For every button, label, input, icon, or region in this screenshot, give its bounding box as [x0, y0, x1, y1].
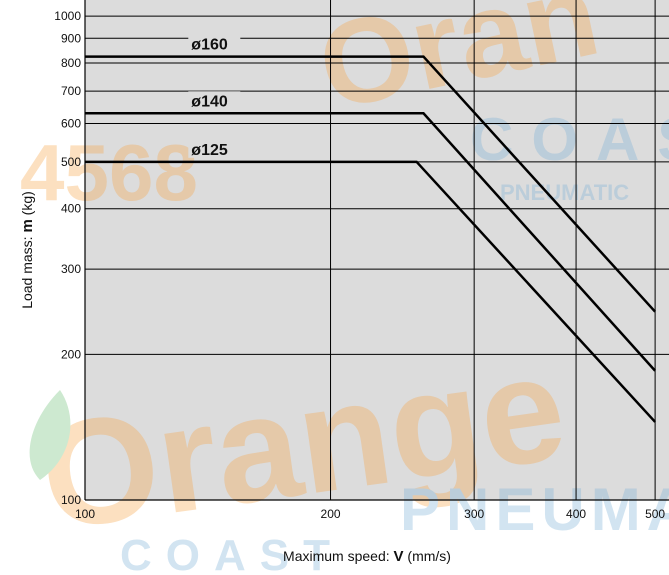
y-axis-title-unit: (kg) [19, 191, 35, 219]
y-tick-label-200: 200 [61, 347, 81, 361]
y-tick-label-300: 300 [61, 262, 81, 276]
y-tick-label-1000: 1000 [54, 9, 81, 23]
y-axis-title-prefix: Load mass: [19, 233, 35, 309]
y-tick-label-500: 500 [61, 155, 81, 169]
x-tick-label-400: 400 [566, 507, 586, 521]
watermark-leaf [29, 390, 71, 480]
y-tick-label-100: 100 [61, 493, 81, 507]
series-label-125: ø125 [191, 142, 228, 159]
x-axis-title-prefix: Maximum speed: [283, 548, 393, 564]
x-tick-label-100: 100 [75, 507, 95, 521]
x-tick-labels: 100 200 300 400 500 [75, 507, 665, 521]
series-lines [85, 55, 657, 423]
series-label-160: ø160 [191, 37, 228, 54]
y-tick-label-700: 700 [61, 84, 81, 98]
watermark-small-top: PNEUMATIC [500, 180, 629, 205]
y-tick-label-800: 800 [61, 56, 81, 70]
x-tick-label-300: 300 [464, 507, 484, 521]
axes [84, 0, 669, 501]
x-axis-title-symbol: V [394, 548, 404, 565]
x-axis-title-unit: (mm/s) [404, 548, 451, 564]
series-labels: ø160 ø140 ø125 [188, 34, 241, 159]
series-label-bg-125 [188, 139, 241, 158]
series-label-140: ø140 [191, 93, 228, 110]
y-tick-label-400: 400 [61, 202, 81, 216]
watermark-coast-bottom: COAST [120, 531, 344, 575]
y-tick-labels: 100 200 300 400 500 600 700 800 900 1000 [54, 9, 81, 507]
series-label-bg-160 [188, 34, 241, 53]
series-line-140 [85, 112, 657, 372]
plot-area [85, 0, 669, 500]
x-tick-label-200: 200 [321, 507, 341, 521]
y-axis-title: Load mass: m (kg) [19, 191, 36, 309]
x-tick-label-500: 500 [645, 507, 665, 521]
series-label-bg-140 [188, 91, 241, 110]
series-line-160 [85, 55, 657, 313]
watermark-pneumatic-bottom: PNEUMATIC [400, 476, 669, 543]
x-axis-title: Maximum speed: V (mm/s) [283, 548, 451, 565]
watermark-number: 4568 [20, 128, 198, 217]
y-tick-label-600: 600 [61, 117, 81, 131]
series-line-125 [85, 160, 657, 423]
watermark: Oran COAST PNEUMATIC 4568 Orange COAST P… [20, 0, 669, 575]
y-tick-label-900: 900 [61, 31, 81, 45]
y-axis-title-symbol: m [19, 219, 36, 232]
